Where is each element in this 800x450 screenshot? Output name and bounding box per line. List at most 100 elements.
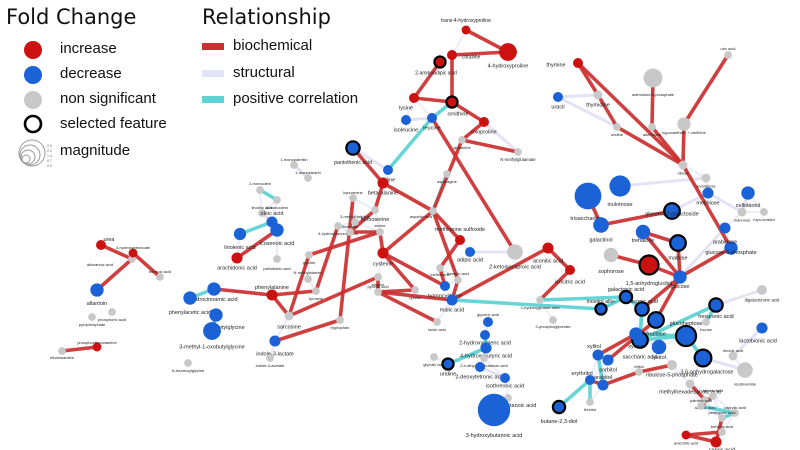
node-circle[interactable] <box>499 43 517 61</box>
node-circle[interactable] <box>667 360 677 370</box>
node-glucose6p[interactable]: glucose-6-phosphate <box>705 241 757 256</box>
node-circle[interactable] <box>305 251 313 259</box>
node-cellobiotol[interactable]: cellobiotol <box>736 186 760 209</box>
node-circle[interactable] <box>483 317 493 327</box>
node-tryptophan[interactable]: tryptophan <box>331 316 350 330</box>
node-circle[interactable] <box>613 123 621 131</box>
node-galactonic[interactable]: galactonic acid <box>608 287 644 305</box>
node-circle[interactable] <box>447 50 457 60</box>
node-circle[interactable] <box>156 273 164 281</box>
node-palmiticacid[interactable]: palmitic acid <box>690 398 712 410</box>
node-behenic[interactable]: behenic acid <box>711 424 733 436</box>
node-circle[interactable] <box>429 207 437 215</box>
node-allantoin[interactable]: allantoin <box>87 283 108 307</box>
node-circle[interactable] <box>346 228 354 236</box>
node-circle[interactable] <box>266 289 278 301</box>
node-circle[interactable] <box>266 354 274 362</box>
node-circle[interactable] <box>270 223 284 237</box>
node-sophorose[interactable]: sophorose <box>598 247 624 275</box>
node-melibiose[interactable]: melibiose <box>696 187 720 207</box>
node-indole3lactate[interactable]: indole-3-lactate <box>256 335 294 358</box>
node-circle[interactable] <box>88 313 96 321</box>
node-kynurenine[interactable]: kynurenine <box>343 190 364 202</box>
node-valine[interactable]: valine <box>381 165 395 184</box>
node-trans4hyp[interactable]: trans-4-hydroxyproline <box>441 18 491 35</box>
node-circle[interactable] <box>374 288 382 296</box>
node-pyruvic[interactable]: pyruvic acid <box>367 284 389 296</box>
node-butanediol[interactable]: butane-2,3-diol <box>541 399 578 425</box>
node-circle[interactable] <box>376 228 384 236</box>
node-circle[interactable] <box>454 276 462 284</box>
node-circle[interactable] <box>697 402 705 410</box>
node-pantothenic[interactable]: pantothenic acid <box>334 140 372 166</box>
node-aminoadipic[interactable]: 2-aminoadipic acid <box>415 55 457 77</box>
node-circle[interactable] <box>673 270 687 284</box>
node-circle[interactable] <box>345 140 361 156</box>
node-circle[interactable] <box>618 289 634 305</box>
node-circle[interactable] <box>760 208 768 216</box>
node-monolinolein[interactable]: 2-monoolein <box>249 181 271 194</box>
node-circle[interactable] <box>455 235 465 245</box>
node-phenylacetic[interactable]: phenylacetic acid <box>169 291 211 316</box>
node-azelaic[interactable]: azelaic acid <box>695 396 716 410</box>
node-erythritol[interactable]: erythritol <box>571 371 595 385</box>
node-amp[interactable]: adenosine-5-phosphate <box>632 68 675 97</box>
node-thymidine[interactable]: thymidine <box>586 90 610 109</box>
node-ribose[interactable]: ribose <box>678 160 690 176</box>
node-betaalanine[interactable]: beta-alanine <box>368 177 398 197</box>
node-circle[interactable] <box>312 287 320 295</box>
node-ornithine[interactable]: ornithine <box>445 95 469 118</box>
node-deoxytetronic[interactable]: 2-deoxytetronic acid <box>455 362 505 381</box>
node-circle[interactable] <box>609 175 631 197</box>
node-circle[interactable] <box>693 348 713 368</box>
node-circle[interactable] <box>635 368 643 376</box>
node-circle[interactable] <box>433 318 441 326</box>
node-fructose[interactable]: fructose <box>646 311 666 337</box>
node-inositolallo[interactable]: inositol allo- <box>586 299 616 316</box>
node-circle[interactable] <box>701 173 711 183</box>
node-circle[interactable] <box>651 339 667 355</box>
node-hexuronic[interactable]: hexuronic acid <box>698 297 734 320</box>
node-circle[interactable] <box>377 247 389 259</box>
node-circle[interactable] <box>702 187 714 199</box>
node-circle[interactable] <box>574 182 602 210</box>
node-circle[interactable] <box>728 351 738 361</box>
node-arachidonic[interactable]: arachidonic acid <box>217 252 257 272</box>
node-circle[interactable] <box>709 392 717 400</box>
node-inulotriose[interactable]: inulotriose <box>607 175 633 208</box>
node-hydroxybenzoic[interactable]: 4-hydroxybenzoic acid <box>318 222 358 236</box>
node-methyloxobutyric[interactable]: 3-methyl-1-oxobutylglycine <box>179 322 245 351</box>
node-phenylalanine[interactable]: phenylalanine <box>255 285 289 301</box>
node-anhydrogalactose[interactable]: 3,6-anhydrogalactose <box>681 348 734 376</box>
node-arachidic[interactable]: arachidic acid <box>674 430 698 446</box>
node-circle[interactable] <box>479 117 489 127</box>
node-glycine[interactable]: glycine <box>303 251 316 265</box>
node-lyxitol[interactable]: lyxitol <box>651 339 667 361</box>
node-uracil[interactable]: uracil <box>551 92 565 111</box>
node-nhexanoylglycine[interactable]: N-hexanoylglycine <box>172 359 205 373</box>
node-circle[interactable] <box>603 247 619 263</box>
node-circle[interactable] <box>677 117 691 131</box>
node-circle[interactable] <box>719 222 731 234</box>
node-threonine[interactable]: threonine <box>342 224 359 236</box>
node-circle[interactable] <box>718 414 726 422</box>
node-circle[interactable] <box>710 436 722 448</box>
node-digalacturonic[interactable]: digalacturonic acid <box>745 285 780 303</box>
node-circle[interactable] <box>351 218 359 226</box>
node-circle[interactable] <box>58 347 66 355</box>
node-circle[interactable] <box>549 316 557 324</box>
node-circle[interactable] <box>542 242 554 254</box>
node-leucine[interactable]: leucine <box>423 113 441 132</box>
node-benzoic[interactable]: benzoic acid <box>149 269 171 281</box>
node-circle[interactable] <box>465 247 475 257</box>
node-circle[interactable] <box>565 265 575 275</box>
node-circle[interactable] <box>480 330 490 340</box>
node-isoleucine[interactable]: isoleucine <box>394 115 418 134</box>
node-circle[interactable] <box>685 379 695 389</box>
node-thymine[interactable]: thymine <box>546 58 583 69</box>
node-oxoproline[interactable]: oxoproline <box>471 117 497 136</box>
node-circle[interactable] <box>441 357 455 371</box>
node-circle[interactable] <box>128 248 138 258</box>
node-circle[interactable] <box>304 174 312 182</box>
node-homocysteine[interactable]: homocysteine <box>428 281 462 300</box>
